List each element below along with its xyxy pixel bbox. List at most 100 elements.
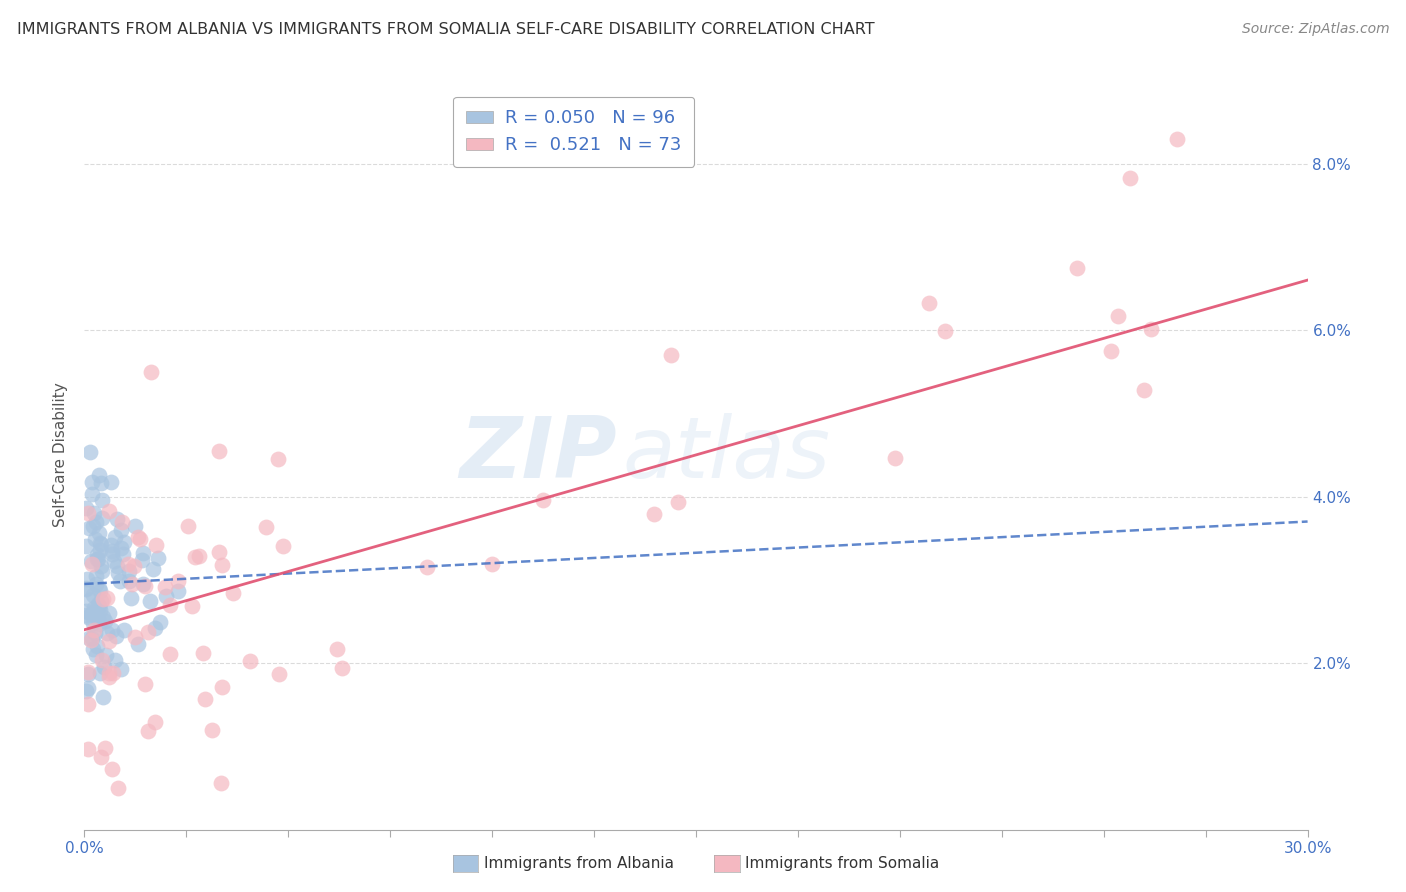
Point (136, 624, 159, 639)
Text: Immigrants from Somalia: Immigrants from Somalia (745, 856, 939, 871)
Point (84, 625, 107, 640)
Point (208, 545, 231, 559)
Point (107, 780, 129, 795)
Point (180, 599, 202, 614)
Point (82, 519, 104, 533)
Text: atlas: atlas (623, 413, 831, 497)
Point (83, 533, 105, 547)
Point (124, 518, 146, 533)
Point (89, 583, 111, 598)
Point (110, 523, 132, 537)
Point (132, 546, 155, 560)
Point (139, 593, 162, 607)
Point (83, 601, 105, 615)
Point (1066, 261, 1088, 276)
Point (91, 492, 114, 507)
Point (127, 637, 149, 651)
Point (91, 564, 114, 578)
Point (86, 552, 108, 566)
Point (101, 665, 124, 680)
Point (134, 578, 156, 592)
Point (1132, 384, 1154, 398)
Point (112, 535, 135, 549)
Point (193, 646, 215, 660)
Point (166, 583, 188, 598)
Point (90, 558, 112, 573)
Point (666, 495, 689, 509)
Point (111, 515, 134, 529)
Point (1118, 171, 1140, 186)
Point (80, 487, 103, 501)
Point (201, 723, 224, 737)
Point (159, 647, 181, 661)
Point (124, 630, 146, 644)
Point (107, 558, 129, 573)
Point (267, 666, 290, 681)
Point (481, 557, 503, 571)
Point (84, 577, 107, 591)
Point (97, 504, 120, 518)
Point (117, 557, 139, 571)
Text: IMMIGRANTS FROM ALBANIA VS IMMIGRANTS FROM SOMALIA SELF-CARE DISABILITY CORRELAT: IMMIGRANTS FROM ALBANIA VS IMMIGRANTS FR… (17, 22, 875, 37)
Point (143, 621, 166, 635)
Point (90, 476, 112, 491)
Point (82, 588, 104, 602)
Point (107, 511, 129, 525)
Point (82, 615, 104, 630)
Point (194, 692, 217, 706)
Point (143, 714, 166, 729)
Point (222, 586, 245, 600)
Legend: R = 0.050   N = 96, R =  0.521   N = 73: R = 0.050 N = 96, R = 0.521 N = 73 (453, 97, 695, 167)
Point (80, 607, 103, 621)
Point (101, 762, 124, 776)
Point (87, 467, 110, 482)
Point (97, 634, 120, 648)
Point (75, 539, 97, 553)
Point (79, 445, 101, 459)
Point (104, 530, 127, 544)
Point (87, 525, 110, 540)
Point (80, 558, 103, 572)
Point (132, 577, 155, 591)
Point (149, 615, 172, 629)
Point (77, 665, 100, 679)
Point (177, 519, 200, 533)
Point (127, 530, 149, 544)
Point (77, 520, 100, 534)
Point (82, 641, 104, 656)
Point (83, 623, 105, 637)
Point (89, 616, 111, 631)
Point (110, 662, 132, 676)
Point (87, 599, 110, 613)
Point (86, 548, 108, 562)
Point (531, 492, 554, 507)
Point (75, 501, 97, 516)
Point (97, 670, 120, 684)
Point (107, 566, 129, 580)
Point (122, 558, 145, 573)
Point (96, 626, 118, 640)
Point (167, 574, 190, 589)
Point (90, 750, 112, 764)
Point (129, 532, 152, 546)
Point (94, 741, 117, 756)
Point (90, 593, 112, 607)
Point (76, 610, 98, 624)
Point (89, 581, 111, 595)
Point (86, 639, 108, 653)
Point (77, 506, 100, 520)
Point (141, 365, 163, 379)
Point (159, 598, 181, 612)
Point (89, 665, 111, 680)
Point (82, 632, 104, 646)
Point (90, 653, 112, 667)
Point (87, 552, 110, 566)
Text: ZIP: ZIP (458, 413, 616, 497)
Point (101, 623, 124, 637)
Point (76, 681, 98, 696)
Point (77, 741, 100, 756)
Point (155, 589, 177, 603)
Point (80, 633, 103, 648)
Point (84, 568, 107, 582)
Point (104, 653, 127, 667)
